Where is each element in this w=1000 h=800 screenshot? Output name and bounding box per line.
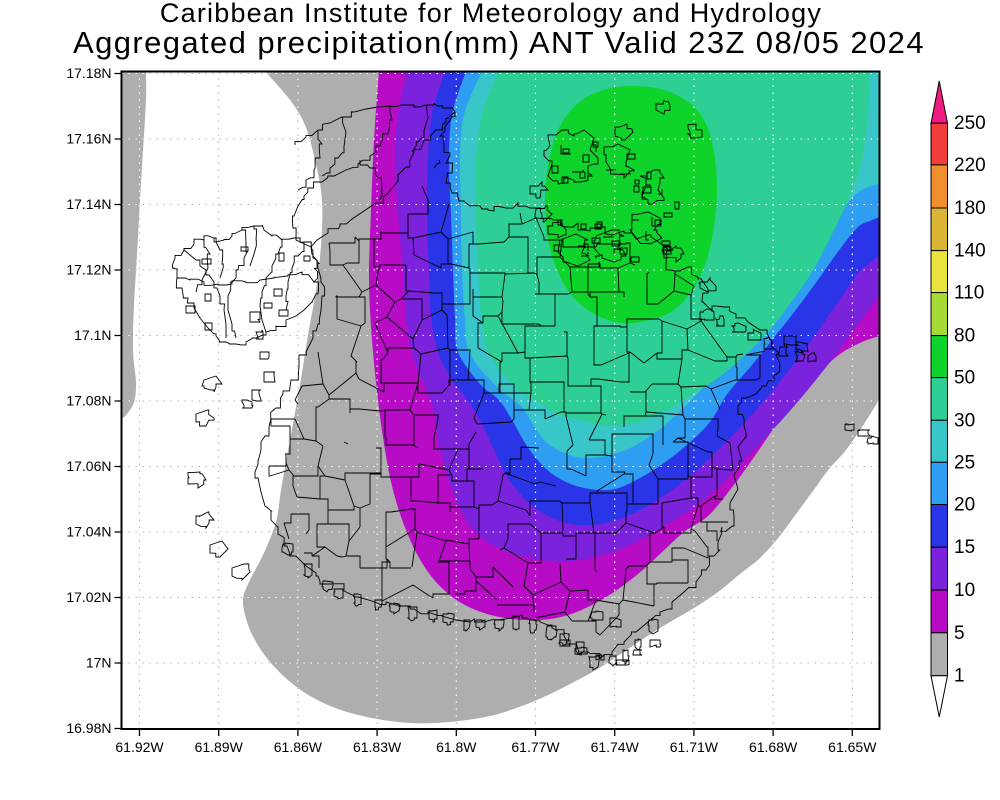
svg-text:17.12N: 17.12N [66,262,111,278]
svg-text:17.04N: 17.04N [66,524,111,540]
svg-text:5: 5 [954,623,965,644]
svg-text:Aggregated precipitation(mm) A: Aggregated precipitation(mm) ANT Valid 2… [73,25,925,60]
svg-text:61.8W: 61.8W [436,739,477,755]
svg-text:30: 30 [954,410,975,431]
svg-text:17.16N: 17.16N [66,131,111,147]
svg-text:17N: 17N [86,655,112,671]
svg-text:220: 220 [954,155,986,176]
svg-text:61.71W: 61.71W [670,739,719,755]
svg-text:17.06N: 17.06N [66,458,111,474]
svg-text:17.08N: 17.08N [66,393,111,409]
svg-text:50: 50 [954,368,975,389]
svg-text:140: 140 [954,241,986,262]
svg-text:15: 15 [954,537,975,558]
svg-text:110: 110 [954,283,984,304]
svg-text:10: 10 [954,580,975,601]
svg-text:61.83W: 61.83W [353,739,402,755]
svg-text:61.86W: 61.86W [274,739,323,755]
svg-text:61.68W: 61.68W [749,739,798,755]
svg-text:17.1N: 17.1N [74,327,111,343]
svg-text:17.18N: 17.18N [66,65,111,81]
svg-text:16.98N: 16.98N [66,720,111,736]
svg-text:25: 25 [954,452,975,473]
svg-text:17.02N: 17.02N [66,589,111,605]
svg-text:61.89W: 61.89W [195,739,244,755]
svg-text:20: 20 [954,495,975,516]
svg-text:61.77W: 61.77W [511,739,560,755]
svg-text:61.92W: 61.92W [115,739,164,755]
svg-text:17.14N: 17.14N [66,196,111,212]
svg-text:80: 80 [954,326,975,347]
svg-text:61.65W: 61.65W [828,739,877,755]
svg-text:250: 250 [954,113,986,134]
svg-text:61.74W: 61.74W [591,739,640,755]
svg-text:180: 180 [954,198,986,219]
svg-text:1: 1 [954,666,965,687]
svg-text:Caribbean Institute for Meteor: Caribbean Institute for Meteorology and … [160,0,822,28]
